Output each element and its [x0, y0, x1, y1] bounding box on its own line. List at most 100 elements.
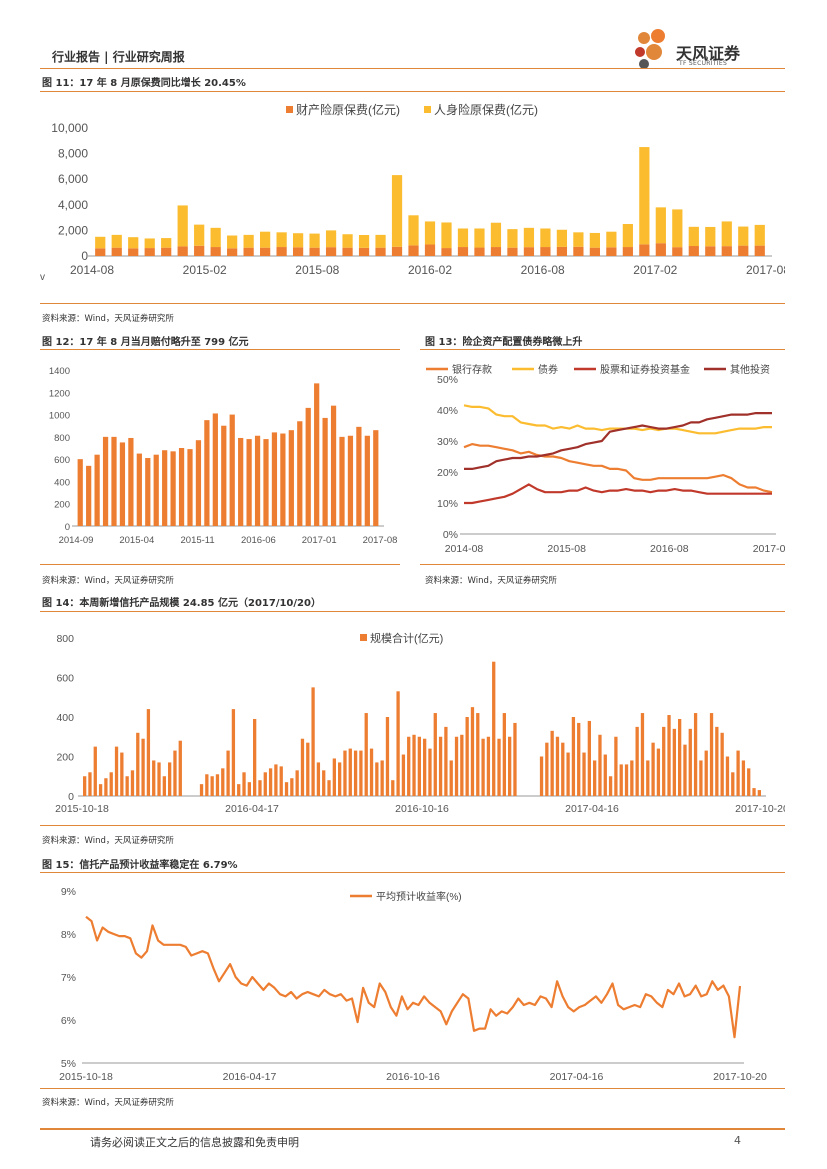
fig11-bar [672, 209, 683, 248]
fig14-y-tick-label: 200 [56, 752, 74, 764]
fig14-bar [199, 784, 204, 796]
figure-12-source: 资料来源：Wind，天风证券研究所 [42, 576, 174, 586]
fig11-bar [639, 147, 650, 245]
fig11-y-tick-label: 6,000 [58, 172, 88, 186]
fig14-bar [651, 742, 655, 796]
fig11-x-tick-label: 2017-08 [746, 263, 785, 277]
fig14-bar [699, 760, 703, 796]
figure-12-bottom-rule [40, 564, 400, 565]
fig11-bar [424, 244, 436, 256]
figure-14-title-rule [40, 611, 785, 612]
fig11-legend-label: 财产险原保费(亿元) [296, 102, 400, 117]
figure-12-chart: 0 200 400 600 800 1000 1200 1400 2014-09 2015-04 2… [49, 366, 398, 546]
fig14-bar [720, 732, 724, 796]
fig12-bar [204, 420, 210, 526]
fig14-bar [428, 748, 432, 796]
fig12-bar [136, 453, 142, 526]
fig12-bar [128, 437, 134, 526]
fig11-bar [622, 247, 633, 256]
fig14-bar [444, 726, 448, 796]
fig14-bar [667, 715, 671, 796]
fig11-bar [161, 247, 172, 256]
fig15-series-line-0 [85, 915, 742, 1039]
fig14-bar [417, 736, 421, 796]
fig11-bar [573, 232, 584, 247]
fig14-bar [438, 736, 443, 796]
fig11-y-tick-label: 10,000 [51, 121, 88, 135]
fig13-series-line-1 [463, 404, 772, 435]
fig11-bar [358, 235, 370, 248]
fig11-legend-swatch [286, 106, 293, 113]
fig14-bar [221, 768, 225, 796]
fig13-x-tick-label: 2016-08 [650, 543, 689, 555]
fig14-bar [385, 717, 390, 796]
fig11-bar [490, 247, 502, 256]
fig11-bar [474, 228, 485, 248]
fig11-bar [342, 247, 353, 256]
fig12-bar [254, 435, 261, 526]
fig11-bar [210, 227, 221, 248]
fig11-bar [754, 245, 765, 256]
fig11-bar [342, 234, 353, 248]
fig14-bar [210, 776, 214, 796]
fig14-bar [215, 774, 220, 796]
fig11-bar [391, 175, 403, 247]
fig12-bar [246, 439, 252, 526]
header-divider [40, 68, 785, 69]
fig11-bar [639, 244, 650, 256]
fig11-bar [738, 226, 749, 246]
fig14-bar [555, 736, 560, 796]
fig11-bar [705, 226, 716, 247]
fig11-bar [540, 247, 551, 256]
fig12-bar [347, 435, 354, 526]
figure-12-title-rule [40, 349, 400, 350]
fig12-x-tick-label: 2014-09 [59, 535, 94, 546]
fig14-y-tick-label: 800 [56, 633, 74, 645]
fig14-bar [624, 764, 629, 796]
fig14-bar [83, 776, 87, 796]
figure-15-chart: 5% 6% 7% 8% 9% 2015-10-18 2016-04-17 2016-10-16… [59, 886, 767, 1083]
fig11-bar [655, 207, 666, 244]
fig11-bar [309, 247, 320, 256]
figure-15-source: 资料来源：Wind，天风证券研究所 [42, 1098, 174, 1108]
fig14-y-tick-label: 0 [68, 791, 74, 803]
fig11-bar [194, 245, 205, 256]
fig14-bar [736, 750, 740, 796]
fig11-bar [144, 248, 155, 256]
fig11-bar [144, 238, 155, 249]
fig14-bar [502, 713, 506, 796]
fig14-x-tick-label: 2017-04-16 [565, 803, 619, 815]
fig11-bar [210, 247, 221, 256]
fig13-y-tick-label: 10% [437, 498, 458, 510]
fig12-bar [119, 442, 126, 526]
fig14-bar [205, 774, 209, 796]
figure-11-bottom-rule [40, 303, 785, 304]
fig14-bar [231, 709, 236, 796]
fig12-bar [170, 451, 176, 526]
fig12-bar [297, 421, 303, 526]
fig14-bar [460, 734, 464, 796]
fig12-bar [178, 448, 185, 526]
fig14-bar [757, 790, 761, 796]
figure-15-title-rule [40, 872, 785, 873]
figure-13-title-rule [420, 349, 785, 350]
fig11-bar [391, 246, 403, 256]
fig11-bar [441, 248, 452, 256]
fig15-y-tick-label: 8% [61, 929, 76, 941]
fig14-bar [157, 762, 161, 796]
fig14-bar [561, 742, 565, 796]
fig15-x-tick-label: 2017-04-16 [550, 1071, 604, 1083]
fig12-bar [102, 436, 109, 526]
fig14-x-tick-label: 2015-10-18 [55, 803, 109, 815]
fig14-bar [598, 734, 602, 796]
fig11-bar [276, 232, 287, 248]
fig14-bar [508, 736, 512, 796]
fig11-bar [672, 247, 683, 256]
fig14-x-tick-label: 2016-04-17 [225, 803, 279, 815]
fig14-bar [481, 738, 485, 796]
fig14-bar [353, 750, 358, 796]
fig11-bar [325, 247, 337, 256]
fig11-bar [457, 247, 469, 256]
fig14-bar [593, 760, 597, 796]
fig11-y-tick-label: 4,000 [58, 198, 88, 212]
